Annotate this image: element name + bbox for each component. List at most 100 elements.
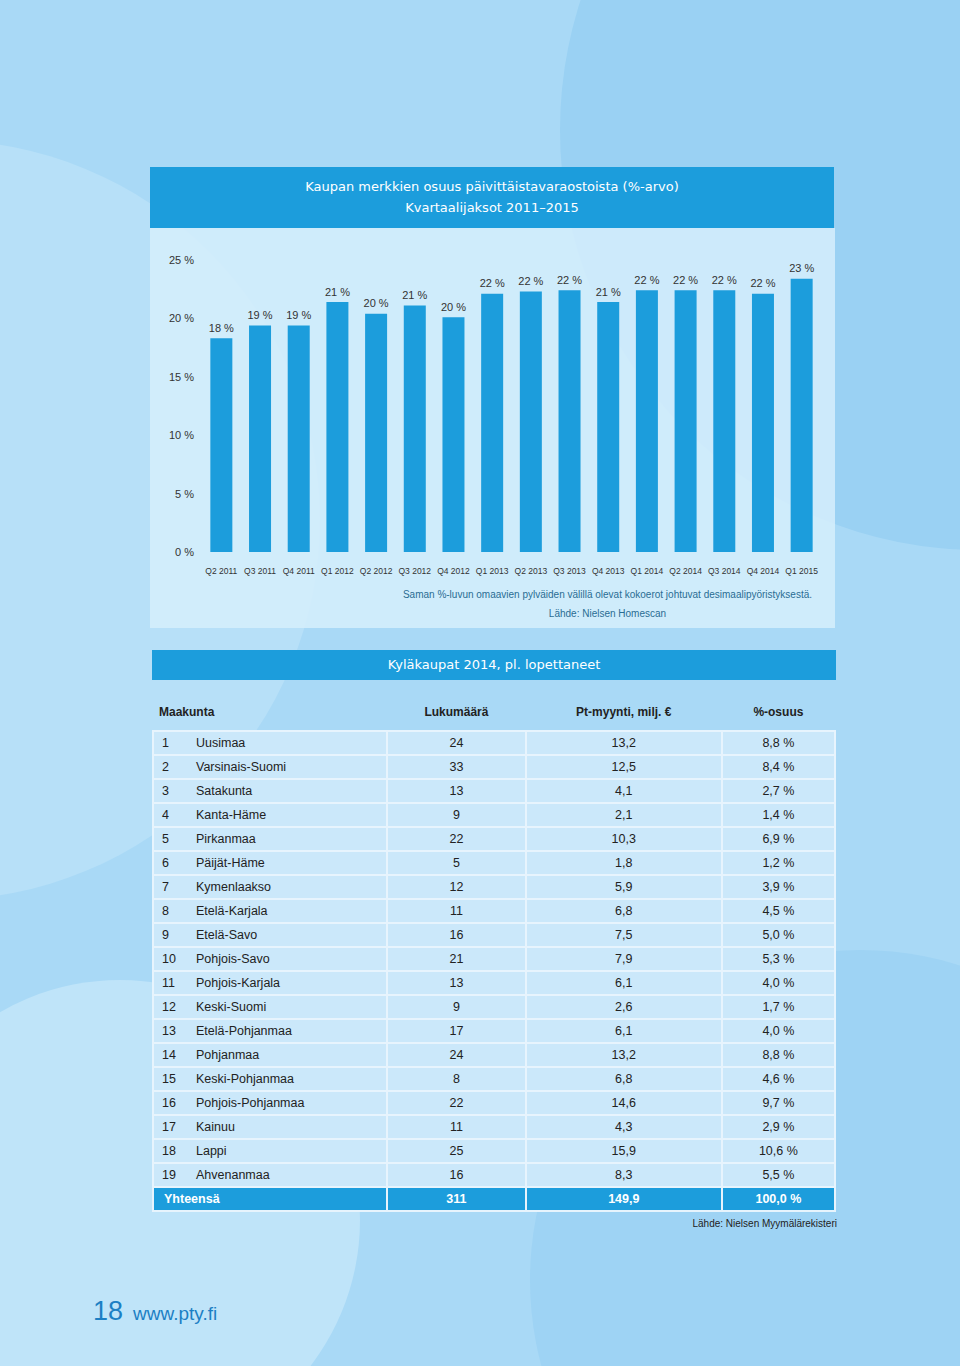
html-text:13: 13	[162, 1024, 176, 1038]
html-text:7,9: 7,9	[615, 952, 633, 966]
html-text:Varsinais-Suomi: Varsinais-Suomi	[196, 760, 287, 774]
html-text:5,9: 5,9	[615, 880, 633, 894]
svg-text:Q3 2013: Q3 2013	[553, 566, 586, 576]
svg-text:Q1 2015: Q1 2015	[785, 566, 818, 576]
html-text:Lukumäärä: Lukumäärä	[424, 705, 489, 719]
html-text:1,7 %: 1,7 %	[762, 1000, 795, 1014]
html-text:Päijät-Häme: Päijät-Häme	[196, 856, 265, 870]
svg-text:18 %: 18 %	[209, 322, 234, 334]
html-text:Pirkanmaa: Pirkanmaa	[196, 832, 256, 846]
html-text:Keski-Suomi: Keski-Suomi	[196, 1000, 267, 1014]
html-text:Kyläkaupat 2014, pl. lopettane: Kyläkaupat 2014, pl. lopettaneet	[387, 657, 601, 672]
svg-text:22 %: 22 %	[557, 274, 582, 286]
svg-text:22 %: 22 %	[712, 274, 737, 286]
svg-text:Q2 2013: Q2 2013	[515, 566, 548, 576]
html-text:12,5: 12,5	[611, 760, 636, 774]
html-text:Kvartaalijaksot 2011–2015: Kvartaalijaksot 2011–2015	[405, 200, 579, 215]
html-text:3,9 %: 3,9 %	[762, 880, 795, 894]
svg-text:25 %: 25 %	[169, 254, 194, 266]
svg-text:5 %: 5 %	[175, 488, 194, 500]
html-text:5,3 %: 5,3 %	[762, 952, 795, 966]
html-text:12: 12	[162, 1000, 176, 1014]
svg-text:22 %: 22 %	[673, 274, 698, 286]
html-text:33: 33	[449, 760, 464, 774]
html-text:Pohjois-Karjala: Pohjois-Karjala	[196, 976, 281, 990]
html-text:2,1: 2,1	[615, 808, 633, 822]
html-text:Pohjanmaa: Pohjanmaa	[196, 1048, 260, 1062]
html-text:4,5 %: 4,5 %	[762, 904, 795, 918]
html-text:4,1: 4,1	[615, 784, 633, 798]
html-text:Pohjois-Savo: Pohjois-Savo	[196, 952, 270, 966]
html-text:10,3: 10,3	[611, 832, 636, 846]
svg-text:21 %: 21 %	[402, 289, 427, 301]
svg-text:19 %: 19 %	[247, 309, 272, 321]
html-text:2,7 %: 2,7 %	[762, 784, 795, 798]
svg-text:19 %: 19 %	[286, 309, 311, 321]
html-text:14: 14	[162, 1048, 176, 1062]
svg-text:22 %: 22 %	[480, 277, 505, 289]
svg-text:15 %: 15 %	[169, 371, 194, 383]
html-text:7,5: 7,5	[615, 928, 633, 942]
html-text:4,0 %: 4,0 %	[762, 1024, 795, 1038]
html-text:6,1: 6,1	[615, 1024, 633, 1038]
html-text:8,4 %: 8,4 %	[762, 760, 795, 774]
svg-text:Q3 2012: Q3 2012	[398, 566, 431, 576]
html-text:16: 16	[449, 928, 464, 942]
html-text:22: 22	[449, 832, 464, 846]
svg-text:Q3 2014: Q3 2014	[708, 566, 741, 576]
html-text:4,0 %: 4,0 %	[762, 976, 795, 990]
svg-text:Q4 2013: Q4 2013	[592, 566, 625, 576]
svg-text:20 %: 20 %	[169, 312, 194, 324]
svg-text:22 %: 22 %	[750, 277, 775, 289]
html-text:Uusimaa: Uusimaa	[196, 736, 246, 750]
svg-text:22 %: 22 %	[518, 275, 543, 287]
html-text:8,8 %: 8,8 %	[762, 736, 795, 750]
html-text:11: 11	[449, 904, 463, 918]
svg-text:Q4 2014: Q4 2014	[747, 566, 780, 576]
svg-text:21 %: 21 %	[325, 286, 350, 298]
html-text:1,8: 1,8	[615, 856, 633, 870]
html-text:13,2: 13,2	[611, 736, 636, 750]
html-text:5,0 %: 5,0 %	[762, 928, 795, 942]
html-text:Satakunta: Satakunta	[196, 784, 253, 798]
html-text:6,9 %: 6,9 %	[762, 832, 795, 846]
svg-text:Q2 2014: Q2 2014	[669, 566, 702, 576]
html-text:Kaupan merkkien osuus päivittä: Kaupan merkkien osuus päivittäistavaraos…	[305, 179, 679, 194]
svg-text:0 %: 0 %	[175, 546, 194, 558]
html-text:1,4 %: 1,4 %	[762, 808, 795, 822]
html-text:Maakunta: Maakunta	[159, 705, 215, 719]
html-text:21: 21	[449, 952, 464, 966]
html-text:1,2 %: 1,2 %	[762, 856, 795, 870]
svg-text:22 %: 22 %	[634, 274, 659, 286]
html-text:17: 17	[449, 1024, 464, 1038]
svg-text:23 %: 23 %	[789, 262, 814, 274]
html-text:Pt-myynti, milj. €: Pt-myynti, milj. €	[576, 705, 672, 719]
html-text:6,1: 6,1	[615, 976, 633, 990]
html-text:Etelä-Savo: Etelä-Savo	[196, 928, 258, 942]
html-text:6,8: 6,8	[615, 904, 633, 918]
svg-text:Q1 2012: Q1 2012	[321, 566, 354, 576]
html-text:13: 13	[449, 784, 464, 798]
svg-text:Q4 2011: Q4 2011	[283, 566, 315, 576]
svg-text:Q2 2011: Q2 2011	[205, 566, 237, 576]
html-text:Etelä-Pohjanmaa: Etelä-Pohjanmaa	[196, 1024, 292, 1038]
svg-text:20 %: 20 %	[364, 297, 389, 309]
svg-text:Q3 2011: Q3 2011	[244, 566, 276, 576]
svg-text:Q4 2012: Q4 2012	[437, 566, 470, 576]
html-text:2,6: 2,6	[615, 1000, 633, 1014]
svg-text:Q1 2013: Q1 2013	[476, 566, 509, 576]
svg-text:21 %: 21 %	[596, 286, 621, 298]
svg-text:20 %: 20 %	[441, 301, 466, 313]
svg-text:10 %: 10 %	[169, 429, 194, 441]
html-text:Etelä-Karjala: Etelä-Karjala	[196, 904, 268, 918]
html-text:18 www.pty.fi: 18 www.pty.fi	[93, 1296, 218, 1326]
html-text:24: 24	[449, 736, 464, 750]
html-text:Kanta-Häme: Kanta-Häme	[196, 808, 267, 822]
html-text:Kymenlaakso: Kymenlaakso	[196, 880, 271, 894]
html-text:%-osuus: %-osuus	[753, 705, 804, 719]
svg-text:Q2 2012: Q2 2012	[360, 566, 393, 576]
html-text:10: 10	[162, 952, 176, 966]
svg-text:Q1 2014: Q1 2014	[631, 566, 664, 576]
html-text:13: 13	[449, 976, 464, 990]
html-text:12: 12	[449, 880, 464, 894]
